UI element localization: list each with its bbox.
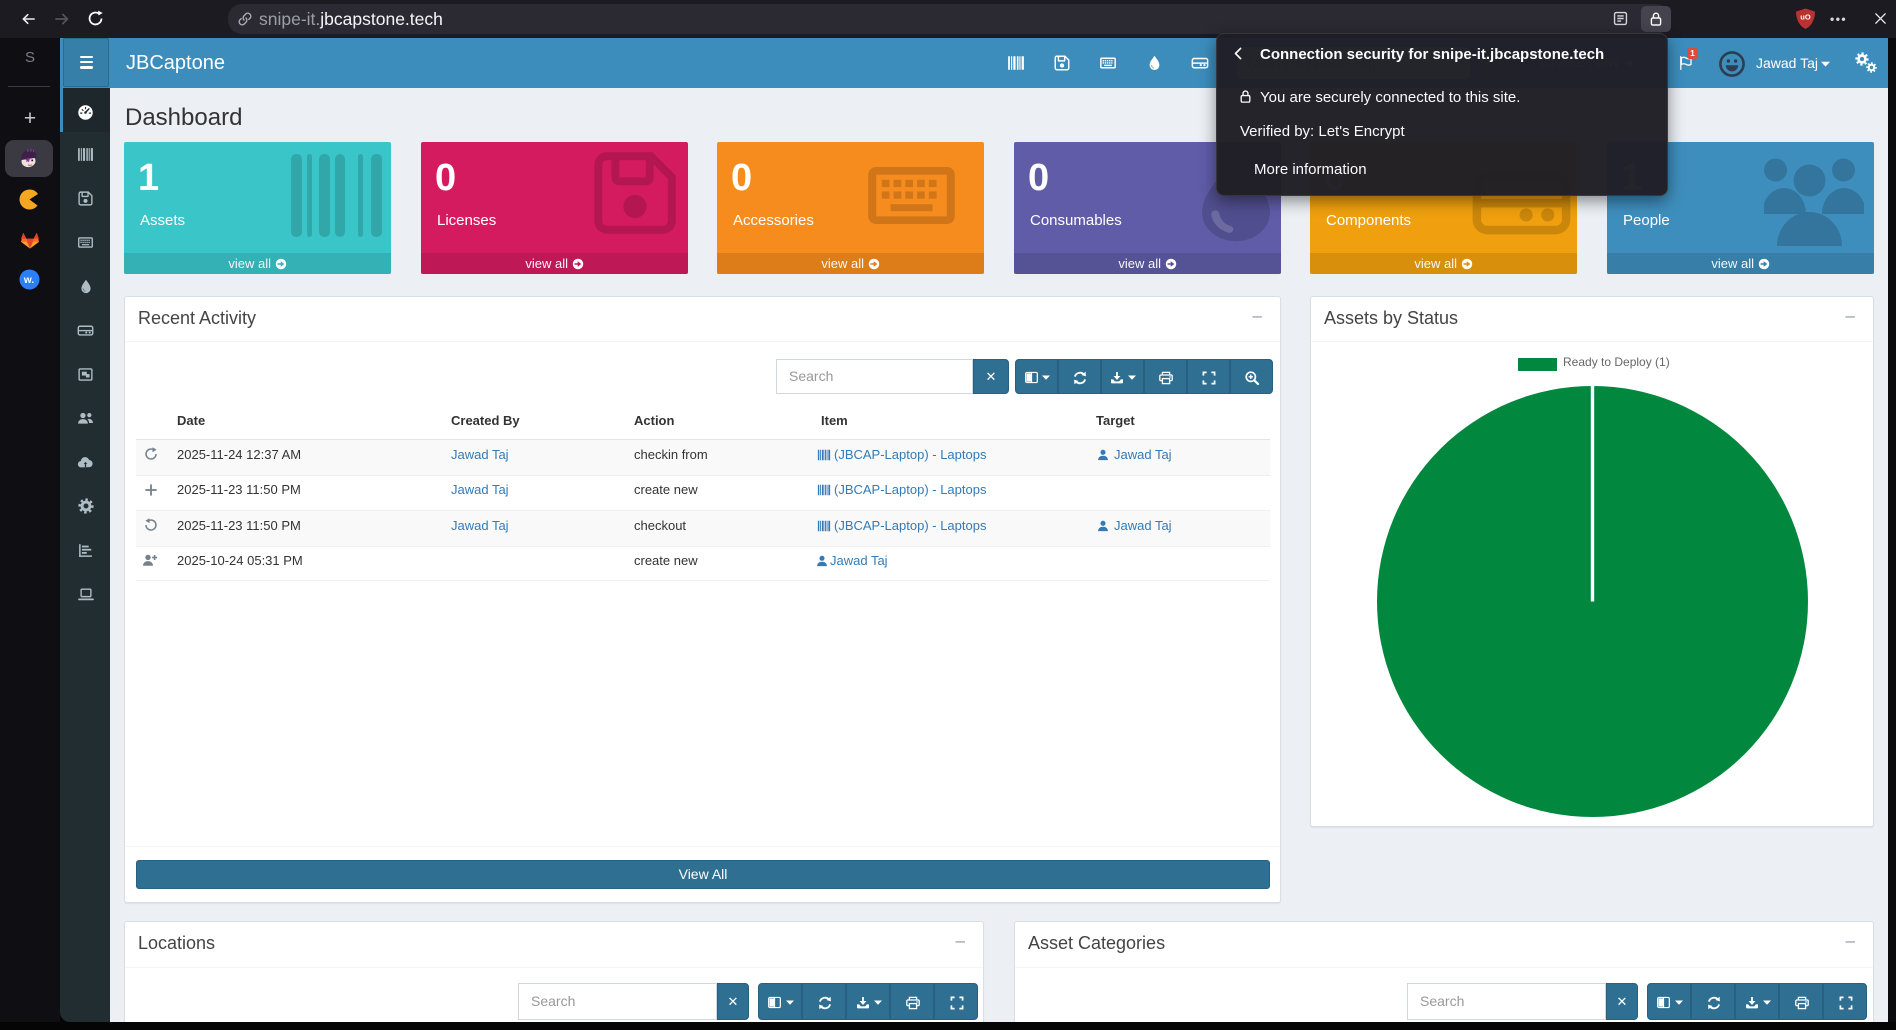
svg-text:w.: w. (23, 275, 34, 286)
svg-text:uO: uO (1800, 13, 1811, 22)
